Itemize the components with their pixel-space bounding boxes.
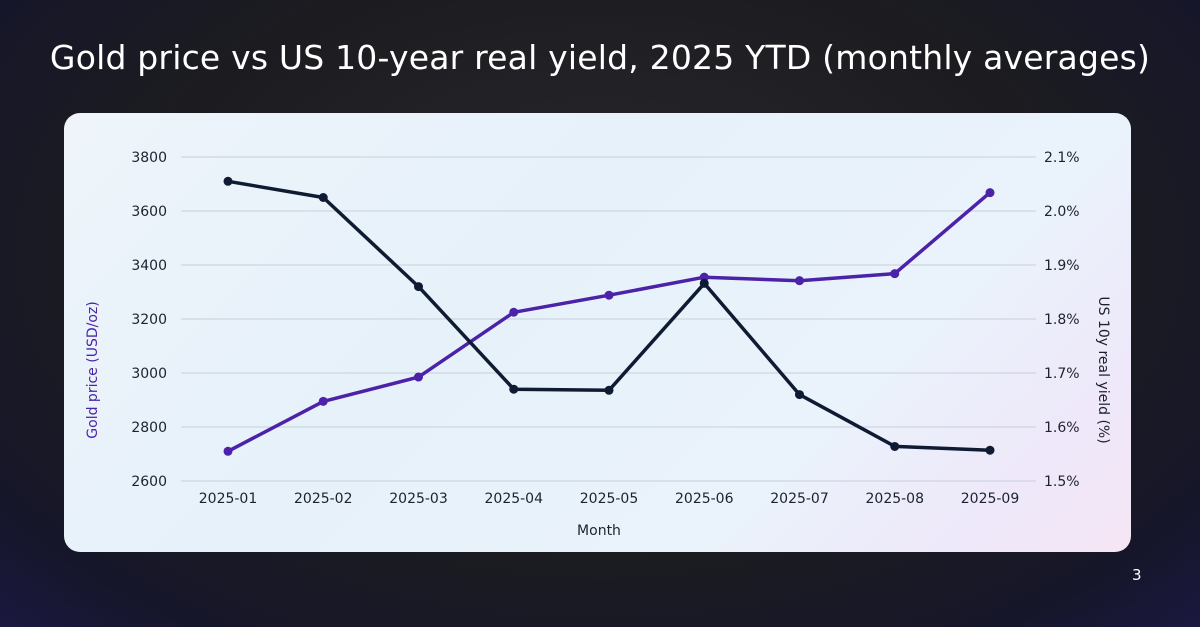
left-axis-ticks: 2600 2800 3000 3200 3400 3600 3800 xyxy=(131,150,167,490)
real-yield-point xyxy=(318,193,328,202)
right-tick-label: 1.8% xyxy=(1044,312,1080,328)
right-tick-label: 1.9% xyxy=(1044,258,1080,274)
right-tick-label: 1.5% xyxy=(1044,474,1080,490)
real-yield-point xyxy=(509,384,519,394)
gold-price-line xyxy=(226,190,992,454)
right-axis-ticks: 1.5% 1.6% 1.7% 1.8% 1.9% 2.0% 2.1% xyxy=(1044,150,1080,490)
right-tick-label: 2.0% xyxy=(1044,204,1080,220)
gold-price-point xyxy=(509,307,519,317)
left-tick-label: 3200 xyxy=(131,312,167,328)
left-tick-label: 3600 xyxy=(131,204,167,220)
real-yield-point xyxy=(699,278,709,288)
series-lines xyxy=(226,179,992,454)
series-points xyxy=(223,176,995,456)
left-tick-label: 3400 xyxy=(131,258,167,274)
real-yield-point xyxy=(604,385,614,395)
gridlines xyxy=(181,156,1036,482)
left-tick-label: 2800 xyxy=(131,420,167,436)
real-yield-point xyxy=(985,445,995,455)
real-yield-point xyxy=(223,176,233,186)
x-tick-label: 2025-05 xyxy=(580,491,639,507)
gold-price-point xyxy=(414,372,423,382)
right-axis-title: US 10y real yield (%) xyxy=(1095,296,1111,443)
gold-price-point xyxy=(890,269,900,279)
left-tick-label: 3000 xyxy=(131,366,167,382)
left-tick-label: 2600 xyxy=(131,474,167,490)
right-tick-label: 1.6% xyxy=(1044,420,1080,436)
gold-price-point xyxy=(223,446,233,456)
x-axis-ticks: 2025-01 2025-02 2025-03 2025-04 2025-05 2025-… xyxy=(199,491,1020,507)
dual-axis-line-chart: 2600 2800 3000 3200 3400 3600 3800 1.5% 1.6% 1.7… xyxy=(85,150,1111,539)
x-tick-label: 2025-03 xyxy=(389,491,448,507)
x-tick-label: 2025-04 xyxy=(485,491,544,507)
x-tick-label: 2025-08 xyxy=(866,491,925,507)
real-yield-point xyxy=(414,282,423,292)
x-tick-label: 2025-09 xyxy=(961,491,1020,507)
x-tick-label: 2025-07 xyxy=(770,491,829,507)
chart-card: 2600 2800 3000 3200 3400 3600 3800 1.5% 1.6% 1.7… xyxy=(64,113,1131,552)
left-axis-title: Gold price (USD/oz) xyxy=(85,301,101,438)
x-tick-label: 2025-02 xyxy=(294,491,353,507)
real-yield-point xyxy=(795,390,804,400)
real-yield-point xyxy=(890,441,900,451)
x-tick-label: 2025-06 xyxy=(675,491,734,507)
left-tick-label: 3800 xyxy=(131,150,167,166)
right-tick-label: 1.7% xyxy=(1044,366,1080,382)
page-number: 3 xyxy=(1132,566,1142,584)
gold-price-point xyxy=(985,188,995,198)
x-tick-label: 2025-01 xyxy=(199,491,258,507)
right-tick-label: 2.1% xyxy=(1044,150,1080,166)
x-axis-title: Month xyxy=(577,523,621,539)
gold-price-point xyxy=(699,272,709,282)
slide-title: Gold price vs US 10-year real yield, 202… xyxy=(49,38,1151,77)
gold-price-point xyxy=(604,290,614,300)
gold-price-point xyxy=(318,396,328,406)
real-yield-line xyxy=(226,179,992,452)
gold-price-point xyxy=(795,276,804,286)
